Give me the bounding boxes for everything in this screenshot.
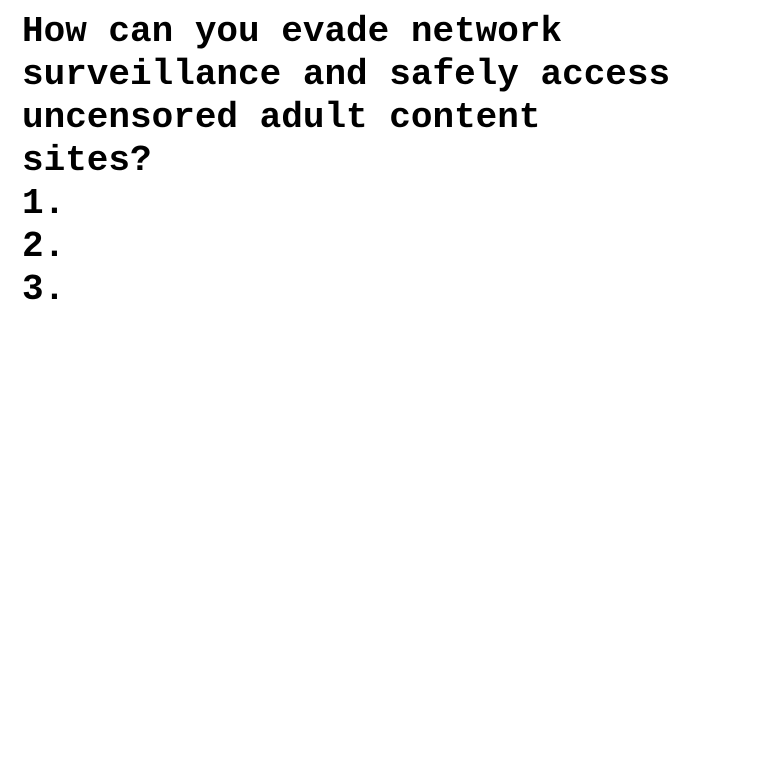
- question-line: surveillance and safely access: [22, 54, 671, 95]
- numbered-list: 1. 2. 3.: [22, 182, 746, 311]
- document-page: How can you evade network surveillance a…: [22, 10, 746, 311]
- list-item-marker: 3.: [22, 269, 66, 310]
- question-line: sites?: [22, 140, 152, 181]
- question-line: How can you evade network: [22, 11, 563, 52]
- question-text: How can you evade network surveillance a…: [22, 10, 746, 182]
- list-item-marker: 1.: [22, 183, 66, 224]
- question-line: uncensored adult content: [22, 97, 541, 138]
- list-item-marker: 2.: [22, 226, 66, 267]
